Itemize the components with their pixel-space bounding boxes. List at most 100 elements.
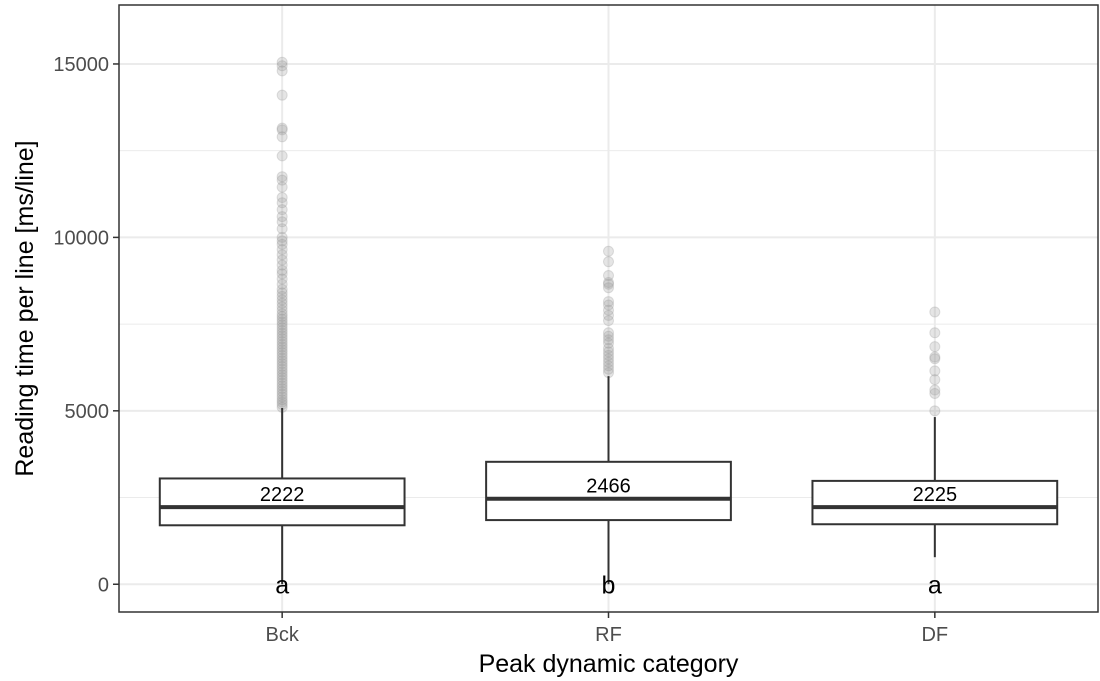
outlier-point: [276, 283, 288, 295]
outlier-point: [276, 238, 288, 250]
outlier-point: [276, 297, 288, 309]
outlier-point: [276, 131, 288, 143]
box-group-rf: 2466 b: [485, 245, 732, 599]
outlier-point: [276, 335, 288, 347]
outlier-point: [276, 374, 288, 386]
outlier-point: [276, 192, 288, 204]
outlier-point: [276, 216, 288, 228]
outlier-point: [276, 394, 288, 406]
outlier-point: [276, 181, 288, 193]
outlier-point: [276, 322, 288, 334]
outlier-point: [929, 353, 941, 365]
x-tick-label: DF: [921, 624, 948, 646]
outlier-point: [276, 204, 288, 216]
outlier-point: [603, 360, 614, 372]
outlier-point: [276, 287, 288, 299]
group-letter: a: [275, 571, 289, 599]
outlier-point: [603, 363, 614, 375]
box-iqr: [158, 477, 406, 527]
outlier-point: [276, 150, 288, 162]
outlier-point: [276, 174, 288, 186]
outlier-point: [276, 313, 288, 325]
outlier-point: [603, 315, 614, 327]
outlier-point: [603, 299, 614, 311]
outlier-point: [276, 363, 288, 375]
outlier-point: [276, 396, 288, 408]
outlier-point: [276, 231, 288, 243]
outlier-point: [276, 223, 288, 235]
outlier-point: [276, 89, 288, 101]
group-letter: b: [602, 571, 616, 599]
y-tick-label: 5000: [65, 401, 110, 423]
outlier-point: [276, 352, 288, 364]
outlier-point: [929, 341, 941, 353]
outlier-point: [276, 355, 288, 367]
outlier-point: [929, 374, 941, 386]
outlier-point: [276, 301, 288, 313]
box-series: 2222 a 2466 b 2225 a: [158, 56, 1059, 599]
box-iqr: [811, 479, 1059, 526]
outlier-point: [276, 383, 288, 395]
outlier-point: [276, 56, 288, 68]
outlier-point: [276, 268, 288, 280]
outlier-point: [276, 380, 288, 392]
outlier-point: [276, 273, 288, 285]
outlier-point: [276, 211, 288, 223]
outlier-point: [276, 278, 288, 290]
outlier-point: [603, 309, 614, 321]
x-axis-title: Peak dynamic category: [479, 650, 739, 678]
outlier-point: [276, 244, 288, 256]
outlier-point: [603, 304, 614, 316]
outlier-point: [276, 235, 288, 247]
outlier-point: [929, 384, 941, 396]
outlier-point: [276, 385, 288, 397]
outlier-point: [276, 254, 288, 266]
outlier-point: [276, 388, 288, 400]
median-label: 2466: [586, 476, 631, 498]
outlier-point: [276, 304, 288, 316]
outlier-point: [276, 360, 288, 372]
outlier-point: [276, 338, 288, 350]
outlier-point: [276, 366, 288, 378]
box-group-df: 2225 a: [811, 306, 1059, 599]
x-tick-label: Bck: [265, 624, 299, 646]
outlier-point: [276, 372, 288, 384]
group-letter: a: [928, 571, 942, 599]
outlier-point: [276, 310, 288, 322]
outlier-point: [603, 276, 614, 288]
outlier-point: [276, 358, 288, 370]
y-axis-title: Reading time per line [ms/line]: [11, 140, 39, 476]
outlier-point: [603, 337, 614, 349]
y-tick-label: 15000: [53, 54, 109, 76]
outlier-point: [929, 327, 941, 339]
outlier-point: [276, 344, 288, 356]
outlier-point: [276, 341, 288, 353]
outlier-point: [276, 330, 288, 342]
outlier-point: [276, 60, 288, 72]
outlier-point: [603, 342, 614, 354]
outlier-point: [276, 316, 288, 328]
outlier-point: [276, 259, 288, 271]
outlier-point: [603, 349, 614, 361]
outlier-point: [603, 282, 614, 294]
outlier-point: [276, 391, 288, 403]
outlier-point: [276, 294, 288, 306]
outlier-point: [276, 308, 288, 320]
median-label: 2222: [260, 484, 305, 506]
outlier-point: [276, 197, 288, 209]
outlier-point: [603, 346, 614, 358]
axes: 0 5000 10000 15000 Bck RF DF: [53, 54, 948, 646]
outlier-point: [276, 290, 288, 302]
outlier-point: [276, 171, 288, 183]
outlier-point: [603, 296, 614, 308]
outlier-point: [603, 270, 614, 282]
outlier-point: [929, 306, 941, 318]
box-iqr: [485, 460, 732, 522]
outlier-point: [603, 356, 614, 368]
outlier-point: [276, 324, 288, 336]
y-tick-label: 10000: [53, 227, 109, 249]
outlier-point: [276, 65, 288, 77]
outlier-point: [603, 330, 614, 342]
outlier-point: [276, 333, 288, 345]
